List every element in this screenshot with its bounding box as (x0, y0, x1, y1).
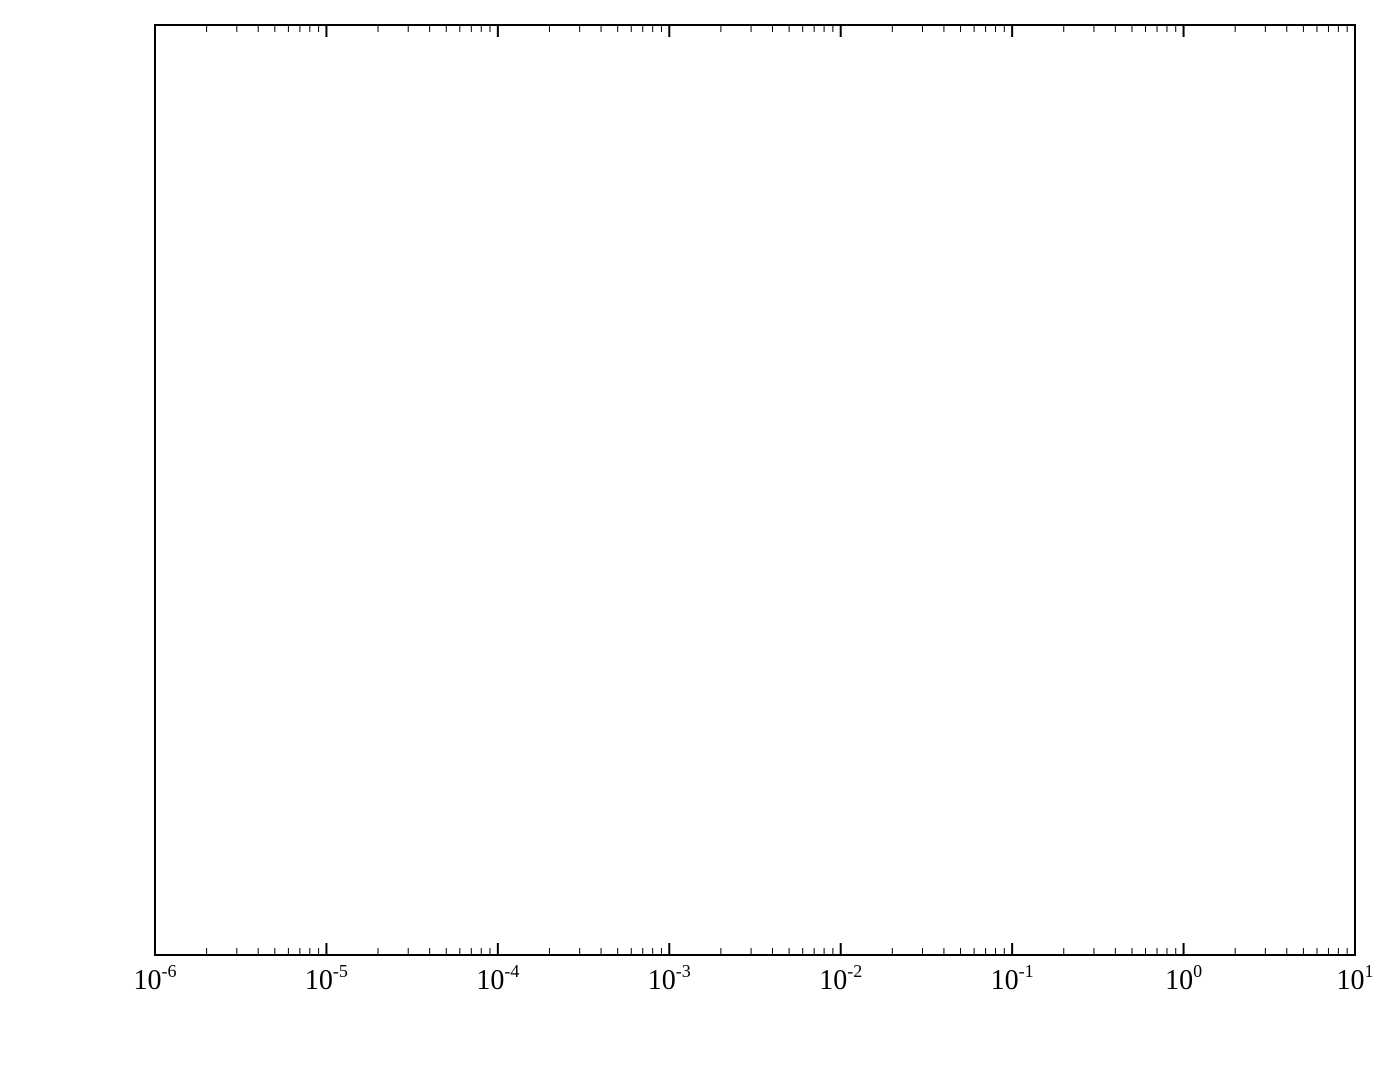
x-tick-label: 10-5 (305, 961, 348, 996)
x-tick-label: 10-6 (134, 961, 177, 996)
chart-svg: 10-6 10-5 10-4 10-3 10-2 10-1 100 101 (0, 0, 1392, 1080)
plot-frame (155, 25, 1355, 955)
x-tick-label: 10-4 (476, 961, 519, 996)
x-tick-label: 10-1 (991, 961, 1034, 996)
x-tick-label: 10-3 (648, 961, 691, 996)
x-tick-label: 100 (1165, 961, 1202, 996)
polarization-chart: 10-6 10-5 10-4 10-3 10-2 10-1 100 101 (0, 0, 1392, 1080)
x-tick-label: 10-2 (819, 961, 862, 996)
x-tick-label: 101 (1337, 961, 1374, 996)
